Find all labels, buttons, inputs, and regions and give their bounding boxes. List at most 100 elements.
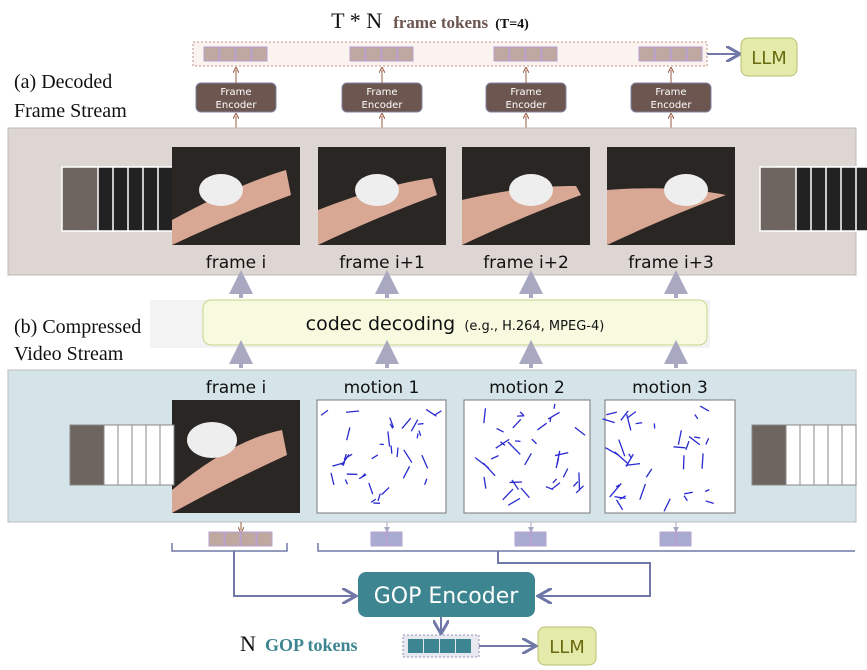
motion-vector bbox=[625, 453, 634, 467]
compressed-item-label: frame i bbox=[206, 378, 267, 398]
motion-vector bbox=[332, 461, 345, 467]
motion-vector bbox=[346, 427, 351, 441]
frame-encoder-label: Encoder bbox=[506, 100, 548, 111]
motion-vector bbox=[502, 488, 514, 501]
motion-vector bbox=[346, 410, 360, 413]
motion-vector bbox=[685, 440, 690, 450]
motion-vector bbox=[572, 481, 579, 487]
motion-vector bbox=[705, 437, 710, 445]
motion-vector bbox=[423, 478, 428, 485]
stacked-frame bbox=[759, 166, 797, 232]
motion-vector bbox=[401, 417, 412, 429]
gop-token bbox=[440, 639, 455, 653]
gop-token bbox=[408, 639, 423, 653]
motion-vector bbox=[421, 454, 429, 469]
motion-vector bbox=[418, 430, 422, 437]
frame-token bbox=[349, 46, 366, 62]
frame-encoder-label: Frame bbox=[510, 87, 541, 98]
cup-shape bbox=[187, 422, 237, 458]
motion-vector bbox=[390, 445, 393, 454]
motion-vector bbox=[602, 418, 615, 424]
motion-token bbox=[675, 531, 692, 547]
motion-vector bbox=[616, 499, 624, 511]
frame-token bbox=[397, 46, 414, 62]
llm-box-top bbox=[740, 37, 798, 77]
motion-vector bbox=[344, 479, 349, 485]
motion-vector bbox=[645, 468, 653, 478]
frame-encoder-label: Frame bbox=[366, 87, 397, 98]
motion-vector bbox=[320, 409, 329, 416]
frame-token-strip bbox=[192, 41, 708, 67]
compressed-item-label: motion 2 bbox=[489, 378, 565, 398]
frame-token bbox=[638, 46, 655, 62]
motion-vector bbox=[370, 498, 377, 503]
motion-token bbox=[530, 531, 547, 547]
llm-label-top: LLM bbox=[751, 48, 787, 69]
section-b-label-2: Video Stream bbox=[14, 343, 124, 365]
motion-vector bbox=[520, 487, 530, 499]
gop-encoder-label: GOP Encoder bbox=[374, 584, 520, 609]
motion-vector bbox=[425, 408, 437, 417]
motion-vector bbox=[417, 422, 424, 425]
motion-token bbox=[386, 531, 403, 547]
stacked-frame bbox=[69, 424, 105, 486]
frame-token bbox=[219, 46, 236, 62]
motion-vector bbox=[474, 457, 490, 469]
motion-vector bbox=[549, 417, 552, 423]
motion-vector bbox=[620, 410, 629, 421]
gop-token bbox=[424, 639, 439, 653]
bracket-frame bbox=[171, 543, 288, 552]
motion-vector bbox=[536, 422, 548, 431]
arrow-frame-to-gop bbox=[233, 551, 354, 596]
hand-shape bbox=[172, 430, 287, 513]
motion-vector bbox=[626, 414, 632, 431]
motion-vector bbox=[699, 405, 710, 412]
motion-vector bbox=[371, 454, 379, 460]
section-a-label-1: (a) Decoded bbox=[14, 71, 112, 93]
gop-tokens-label: N GOP tokens bbox=[240, 631, 358, 656]
stacked-frame bbox=[61, 166, 99, 232]
frame-stack-right bbox=[759, 166, 867, 232]
motion-vector bbox=[574, 426, 586, 436]
cup-shape bbox=[509, 174, 553, 206]
motion-vector bbox=[552, 478, 558, 484]
motion-vector bbox=[490, 455, 499, 460]
motion-vector bbox=[547, 411, 560, 420]
frame-token bbox=[256, 531, 273, 547]
frame-token bbox=[208, 531, 225, 547]
motion-vector-image bbox=[463, 399, 591, 514]
motion-vector bbox=[483, 476, 487, 489]
motion-vector bbox=[627, 411, 637, 419]
frame-encoder-box bbox=[630, 82, 712, 113]
motion-token bbox=[370, 531, 387, 547]
motion-vector bbox=[614, 451, 629, 465]
motion-vector bbox=[694, 414, 699, 420]
motion-vector bbox=[663, 498, 671, 512]
frame-stack-left bbox=[61, 166, 174, 232]
decoded-frame-label: frame i+3 bbox=[628, 253, 714, 273]
motion-vector bbox=[609, 483, 622, 498]
hand-shape bbox=[172, 170, 291, 245]
motion-vector-image bbox=[316, 399, 447, 514]
motion-vector bbox=[519, 411, 525, 416]
compressed-item-label: motion 1 bbox=[344, 378, 420, 398]
bracket-motion bbox=[317, 543, 855, 552]
motion-vector bbox=[551, 482, 561, 490]
motion-vector bbox=[330, 472, 335, 486]
motion-vector bbox=[389, 423, 394, 429]
frame-token bbox=[381, 46, 398, 62]
codec-decoding-label: codec decoding (e.g., H.264, MPEG-4) bbox=[306, 313, 605, 335]
motion-vector bbox=[618, 439, 626, 457]
motion-vector bbox=[554, 452, 569, 457]
motion-vector bbox=[483, 408, 487, 424]
motion-vector bbox=[606, 411, 617, 416]
motion-vector bbox=[635, 422, 643, 425]
motion-vector bbox=[562, 468, 569, 478]
stacked-frame bbox=[751, 424, 787, 486]
gop-encoder-box bbox=[358, 572, 535, 617]
frame-token bbox=[525, 46, 542, 62]
frame-token bbox=[203, 46, 220, 62]
frame-encoder-label: Frame bbox=[655, 87, 686, 98]
